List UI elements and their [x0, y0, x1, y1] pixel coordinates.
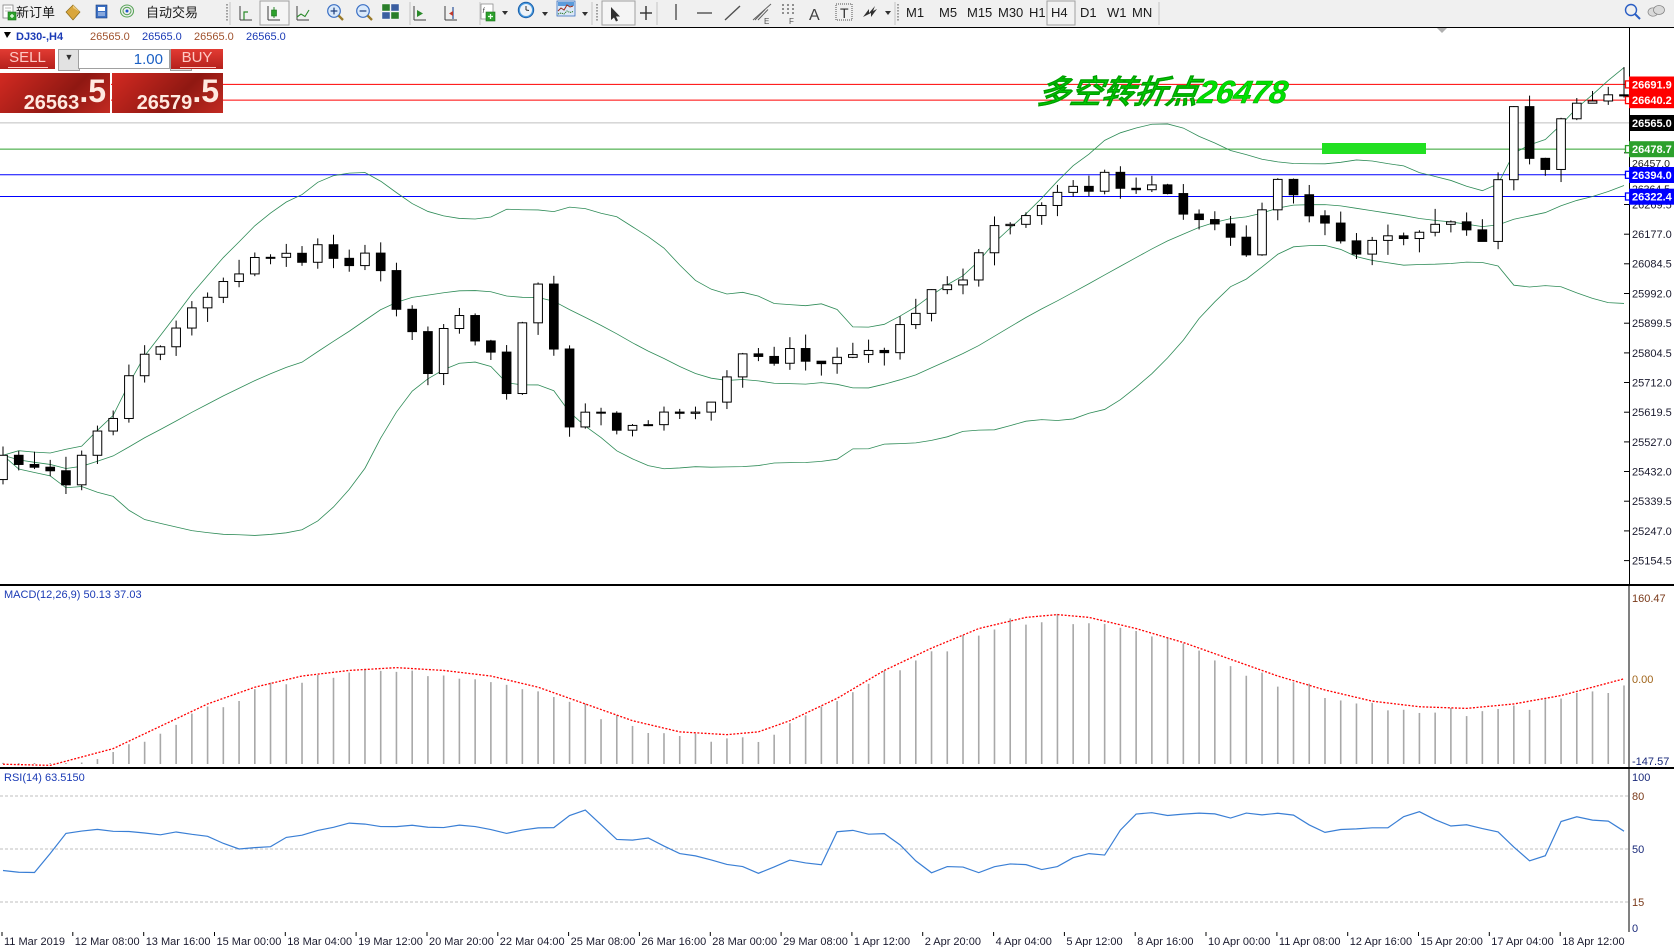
svg-text:18 Apr 12:00: 18 Apr 12:00 [1562, 936, 1624, 947]
svg-text:26322.4: 26322.4 [1632, 192, 1673, 204]
svg-text:26691.9: 26691.9 [1632, 80, 1672, 92]
svg-text:M5: M5 [939, 5, 957, 20]
svg-text:17 Apr 04:00: 17 Apr 04:00 [1491, 936, 1553, 947]
svg-text:RSI(14) 63.5150: RSI(14) 63.5150 [4, 772, 85, 784]
svg-text:D1: D1 [1080, 5, 1097, 20]
svg-text:28 Mar 00:00: 28 Mar 00:00 [712, 936, 777, 947]
svg-text:26640.2: 26640.2 [1632, 95, 1672, 107]
svg-text:20 Mar 20:00: 20 Mar 20:00 [429, 936, 494, 947]
svg-text:W1: W1 [1107, 5, 1127, 20]
svg-text:29 Mar 08:00: 29 Mar 08:00 [783, 936, 848, 947]
svg-text:M1: M1 [906, 5, 924, 20]
svg-text:12 Apr 16:00: 12 Apr 16:00 [1350, 936, 1412, 947]
svg-text:2 Apr 20:00: 2 Apr 20:00 [925, 936, 981, 947]
svg-text:1 Apr 12:00: 1 Apr 12:00 [854, 936, 910, 947]
svg-text:26084.5: 26084.5 [1632, 259, 1672, 271]
svg-text:12 Mar 08:00: 12 Mar 08:00 [75, 936, 140, 947]
svg-text:25992.0: 25992.0 [1632, 288, 1672, 300]
svg-text:MN: MN [1132, 5, 1152, 20]
svg-text:15 Apr 20:00: 15 Apr 20:00 [1421, 936, 1483, 947]
svg-text:MACD(12,26,9) 50.13 37.03: MACD(12,26,9) 50.13 37.03 [4, 589, 142, 601]
svg-text:25339.5: 25339.5 [1632, 496, 1672, 508]
svg-text:自动交易: 自动交易 [146, 5, 198, 20]
svg-text:H1: H1 [1029, 5, 1046, 20]
svg-text:25804.5: 25804.5 [1632, 348, 1672, 360]
svg-text:11 Apr 08:00: 11 Apr 08:00 [1279, 936, 1341, 947]
svg-text:多空转折点26478: 多空转折点26478 [1036, 74, 1291, 110]
svg-text:18 Mar 04:00: 18 Mar 04:00 [287, 936, 352, 947]
svg-text:50: 50 [1632, 844, 1644, 856]
svg-text:26478.7: 26478.7 [1632, 144, 1672, 156]
svg-text:26394.0: 26394.0 [1632, 170, 1672, 182]
svg-text:160.47: 160.47 [1632, 593, 1666, 605]
svg-text:25899.5: 25899.5 [1632, 318, 1672, 330]
svg-text:25154.5: 25154.5 [1632, 556, 1672, 568]
svg-text:19 Mar 12:00: 19 Mar 12:00 [358, 936, 423, 947]
svg-text:M30: M30 [998, 5, 1023, 20]
svg-text:25619.5: 25619.5 [1632, 407, 1672, 419]
svg-text:25247.0: 25247.0 [1632, 526, 1672, 538]
svg-text:15: 15 [1632, 897, 1644, 909]
svg-text:25432.0: 25432.0 [1632, 467, 1672, 479]
svg-text:13 Mar 16:00: 13 Mar 16:00 [146, 936, 211, 947]
svg-text:0.00: 0.00 [1632, 674, 1653, 686]
svg-text:新订单: 新订单 [16, 5, 55, 20]
svg-text:100: 100 [1632, 772, 1650, 784]
svg-text:8 Apr 16:00: 8 Apr 16:00 [1137, 936, 1193, 947]
svg-text:A: A [809, 7, 820, 24]
svg-text:F: F [789, 17, 794, 26]
svg-text:26565.0: 26565.0 [1632, 118, 1672, 130]
svg-text:M15: M15 [967, 5, 992, 20]
svg-text:4 Apr 04:00: 4 Apr 04:00 [996, 936, 1052, 947]
svg-text:H4: H4 [1051, 5, 1068, 20]
svg-text:25712.0: 25712.0 [1632, 377, 1672, 389]
svg-text:15 Mar 00:00: 15 Mar 00:00 [217, 936, 282, 947]
svg-text:26177.0: 26177.0 [1632, 229, 1672, 241]
svg-text:T: T [840, 5, 849, 21]
svg-text:22 Mar 04:00: 22 Mar 04:00 [500, 936, 565, 947]
svg-text:5 Apr 12:00: 5 Apr 12:00 [1066, 936, 1122, 947]
svg-text:11 Mar 2019: 11 Mar 2019 [4, 936, 65, 947]
svg-text:E: E [764, 17, 769, 26]
svg-text:26 Mar 16:00: 26 Mar 16:00 [641, 936, 706, 947]
svg-text:80: 80 [1632, 791, 1644, 803]
svg-text:25 Mar 08:00: 25 Mar 08:00 [571, 936, 636, 947]
svg-text:10 Apr 00:00: 10 Apr 00:00 [1208, 936, 1270, 947]
svg-text:25527.0: 25527.0 [1632, 437, 1672, 449]
